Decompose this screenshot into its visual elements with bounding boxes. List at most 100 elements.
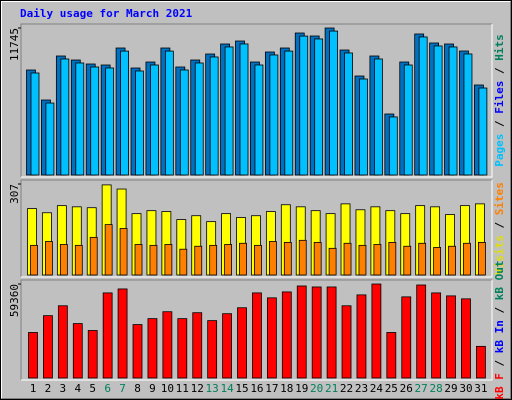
x-tick-label: 2 [45,382,52,395]
bar [104,224,113,276]
bar [418,36,428,176]
bar [28,332,38,379]
bar [162,311,173,379]
chart-title: Daily usage for March 2021 [20,7,193,20]
bar [326,286,337,379]
bar [388,116,398,176]
x-tick-label: 6 [104,382,111,395]
x-tick-label: 31 [474,382,487,395]
bar [356,294,367,379]
bar [209,56,219,176]
legend-separator: / [493,359,506,366]
bar [418,242,427,276]
x-tick-label: 8 [134,382,141,395]
bar [329,30,339,176]
bar [105,67,115,176]
bar [461,298,471,379]
bar [43,315,53,379]
bar [209,244,218,276]
bar [373,58,383,176]
bar [119,228,128,276]
bevel [21,280,493,381]
bar [179,69,189,176]
bar [268,241,277,276]
bar [164,244,173,276]
bar [463,242,471,276]
x-tick-label: 4 [74,382,81,395]
x-tick-label: 12 [191,382,204,395]
bevel [21,180,493,278]
bar [224,46,234,176]
bar [311,286,322,379]
bar [224,244,232,276]
x-tick-label: 23 [355,382,368,395]
legend: Visits / Sites [493,182,506,275]
x-tick-label: 22 [340,382,353,395]
bar [74,244,83,276]
legend-separator: / [493,222,506,229]
bar [60,58,70,176]
bar [194,245,203,276]
bar [313,241,322,276]
bar [134,244,143,276]
bar [416,284,427,379]
bar [192,312,203,379]
bar [149,244,158,276]
y-tick-label: 11745 [8,28,21,61]
bar [386,332,397,379]
legend-entry: Visits [493,235,506,275]
x-tick-label: 5 [89,382,96,395]
bar [254,244,262,276]
bar [373,244,382,276]
bar [72,323,83,379]
x-tick-label: 7 [119,382,126,395]
x-tick-label: 13 [206,382,219,395]
x-tick-label: 10 [161,382,174,395]
bar [341,305,352,379]
x-tick-label: 26 [400,382,413,395]
bar [45,241,53,276]
bar [403,245,412,276]
bevel [20,179,492,277]
bar [177,318,188,379]
x-tick-label: 29 [444,382,457,395]
bar [359,78,368,176]
x-tick-label: 9 [149,382,156,395]
bar [343,242,352,276]
bar [89,236,98,276]
x-tick-label: 15 [235,382,248,395]
x-tick-label: 30 [459,382,472,395]
bar [30,244,38,276]
bar [164,50,174,176]
legend-entry: Sites [493,182,506,215]
bar [314,38,324,176]
bar [281,291,292,379]
legend: kB F / kB In / kB Out [493,260,506,399]
bar [401,296,412,379]
legend-entry: Files [493,81,506,114]
bar [475,345,486,379]
bar [269,54,279,176]
bar [90,66,100,176]
x-tick-label: 16 [250,382,263,395]
bar [207,320,218,379]
x-tick-label: 21 [325,382,338,395]
bar [448,245,456,276]
bar [388,241,397,276]
bar [283,241,292,276]
bar [358,244,367,276]
x-tick-label: 19 [295,382,308,395]
x-tick-label: 18 [280,382,293,395]
bevel [20,23,492,177]
bar [433,247,442,276]
bar [45,102,55,176]
legend-separator: / [493,306,506,313]
bar [222,313,232,379]
bar [299,35,309,176]
bar [120,50,129,176]
x-tick-label: 28 [429,382,442,395]
bar [266,297,277,379]
legend-separator: / [493,120,506,127]
x-tick-label: 24 [370,382,384,395]
